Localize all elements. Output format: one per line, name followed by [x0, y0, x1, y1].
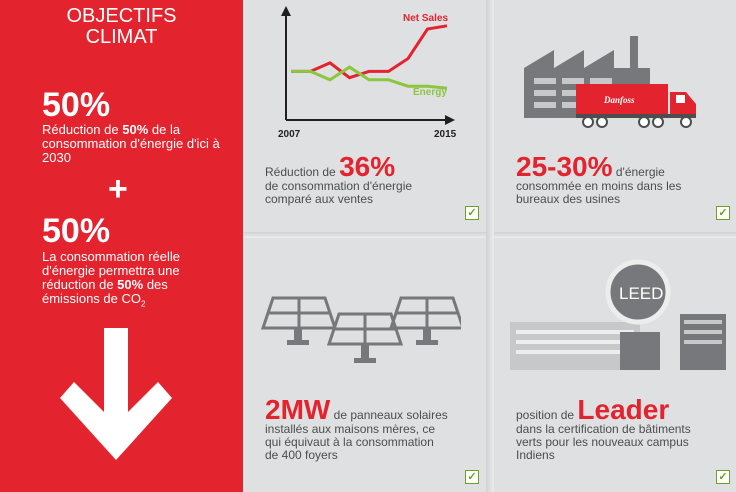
check-icon: ✓: [716, 206, 730, 220]
series-line-1: [291, 65, 448, 90]
solar-panel-text: 2MW de panneaux solaires installés aux m…: [265, 394, 448, 462]
down-arrow-icon: [60, 328, 172, 460]
leed-panel-text: position de Leader dans la certification…: [516, 394, 691, 462]
y-axis-arrow: [281, 6, 291, 16]
legend-energy: Energy: [413, 87, 447, 98]
truck-logo: Danfoss: [603, 95, 635, 105]
legend-net-sales: Net Sales: [403, 13, 448, 24]
plus-sign: +: [108, 170, 128, 208]
leed-panel: LEED position de Leader dans la certific…: [494, 238, 736, 492]
leed-building-icon: LEED: [510, 259, 726, 370]
solar-panel-icon: [261, 296, 461, 363]
series-line-0: [291, 24, 448, 80]
leed-badge: LEED: [619, 284, 663, 303]
factory-panel-text: 25-30% d'énergie consommée en moins dans…: [516, 151, 682, 206]
vertical-separator: [486, 0, 494, 492]
chart-panel-text: Réduction de 36% de consommation d'énerg…: [265, 151, 413, 206]
check-icon: ✓: [716, 470, 730, 484]
line-chart-icon: 2007 2015 Net Sales Energy: [278, 6, 457, 140]
chart-panel: 2007 2015 Net Sales Energy Réduction de …: [243, 0, 486, 232]
title-line1: OBJECTIFS: [66, 5, 177, 27]
solar-panel: 2MW de panneaux solaires installés aux m…: [243, 238, 486, 492]
factory-panel: Danfoss 25-30% d'énergie consommée en mo…: [494, 0, 736, 232]
objectives-column: OBJECTIFS CLIMAT 50% Réduction de 50% de…: [0, 0, 243, 492]
stat1-value: 50%: [42, 86, 111, 124]
stat2-description: La consommation réelle d'énergie permett…: [42, 249, 181, 309]
x-end-label: 2015: [434, 129, 457, 140]
stat2-value: 50%: [42, 212, 111, 250]
stat1-description: Réduction de 50% de la consommation d'én…: [42, 122, 220, 165]
check-icon: ✓: [465, 470, 479, 484]
truck-icon: Danfoss: [576, 84, 696, 128]
check-icon: ✓: [465, 206, 479, 220]
x-start-label: 2007: [278, 129, 301, 140]
x-axis-arrow: [445, 115, 455, 125]
title-line2: CLIMAT: [85, 26, 158, 48]
